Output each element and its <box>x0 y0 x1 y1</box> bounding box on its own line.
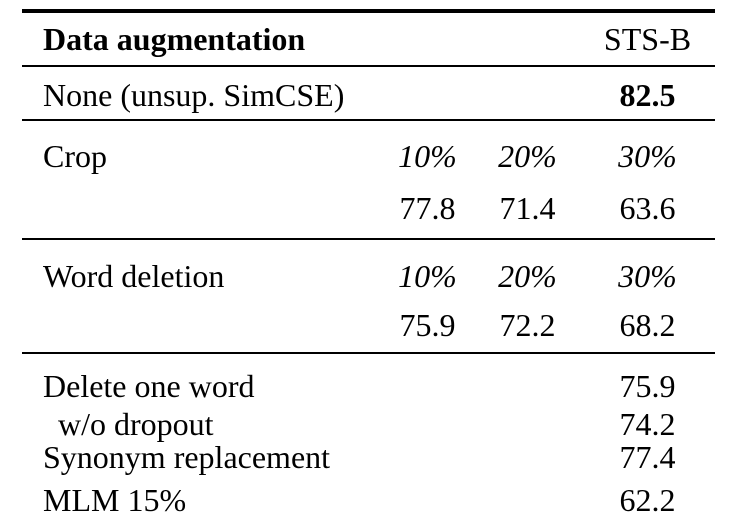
crop-rates-row: Crop 10% 20% 30% <box>22 120 715 182</box>
header-sts-b: STS-B <box>580 11 715 67</box>
word-deletion-value-20: 72.2 <box>475 300 580 354</box>
crop-value-20: 71.4 <box>475 182 580 240</box>
word-deletion-rate-10: 10% <box>398 257 457 294</box>
crop-values-row: 77.8 71.4 63.6 <box>22 182 715 240</box>
word-deletion-label: Word deletion <box>43 257 225 294</box>
word-deletion-rates-row: Word deletion 10% 20% 30% <box>22 239 715 300</box>
mlm-value: 62.2 <box>619 481 676 512</box>
table-header-row: Data augmentation STS-B <box>22 11 715 67</box>
mlm-row: MLM 15% 62.2 <box>22 473 715 512</box>
word-deletion-rate-20: 20% <box>498 257 557 294</box>
crop-rate-20: 20% <box>498 138 557 174</box>
synonym-replacement-row: Synonym replacement 77.4 <box>22 440 715 473</box>
baseline-value: 82.5 <box>580 66 715 121</box>
wo-dropout-row: w/o dropout 74.2 <box>22 407 715 440</box>
synonym-replacement-value: 77.4 <box>619 438 676 475</box>
header-data-augmentation: Data augmentation <box>22 11 580 67</box>
mlm-label: MLM 15% <box>43 481 187 512</box>
spacer-cell <box>22 300 380 354</box>
spacer-cell <box>22 182 380 240</box>
crop-label: Crop <box>43 138 107 174</box>
crop-value-30: 63.6 <box>580 182 715 240</box>
crop-value-10: 77.8 <box>380 182 475 240</box>
word-deletion-value-30: 68.2 <box>580 300 715 354</box>
wo-dropout-label: w/o dropout <box>58 405 214 442</box>
delete-one-word-label: Delete one word <box>43 367 255 404</box>
data-augmentation-results-table: Data augmentation STS-B None (unsup. Sim… <box>22 9 715 512</box>
wo-dropout-value: 74.2 <box>619 405 676 442</box>
baseline-label: None (unsup. SimCSE) <box>22 66 580 121</box>
word-deletion-value-10: 75.9 <box>380 300 475 354</box>
delete-one-word-row: Delete one word 75.9 <box>22 353 715 407</box>
baseline-row: None (unsup. SimCSE) 82.5 <box>22 66 715 121</box>
crop-rate-10: 10% <box>398 138 457 174</box>
word-deletion-rate-30: 30% <box>618 257 677 294</box>
word-deletion-values-row: 75.9 72.2 68.2 <box>22 300 715 354</box>
delete-one-word-value: 75.9 <box>619 367 676 404</box>
crop-rate-30: 30% <box>618 138 677 174</box>
synonym-replacement-label: Synonym replacement <box>43 438 331 475</box>
